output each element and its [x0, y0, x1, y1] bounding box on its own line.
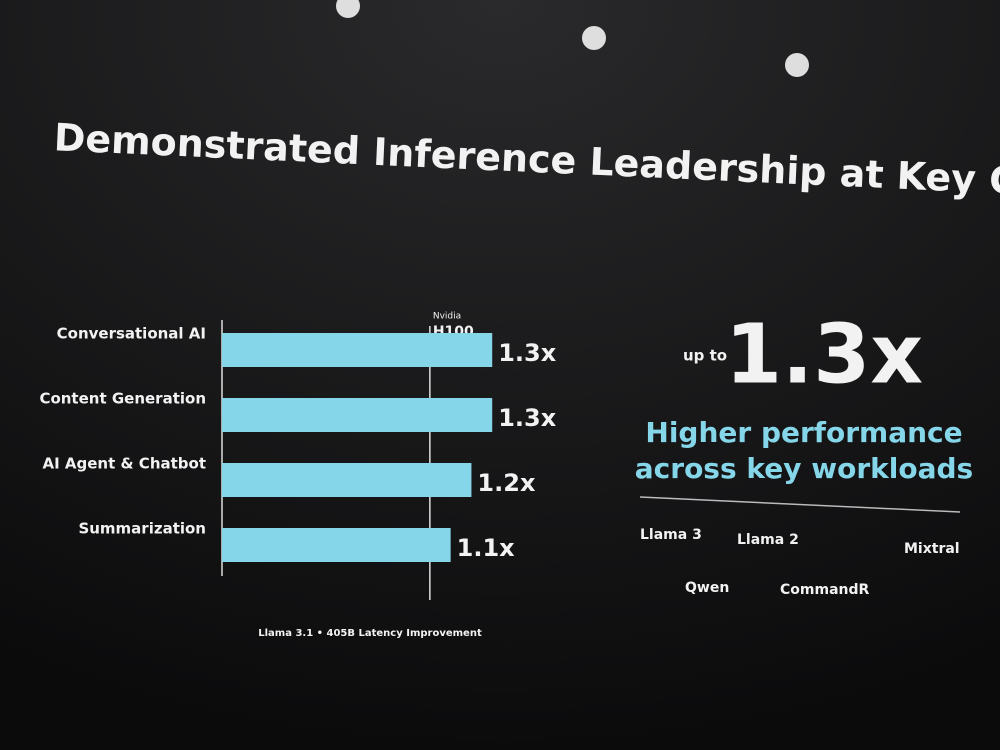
category-label: Conversational AI: [57, 325, 206, 343]
callout-figure: 1.3x: [725, 307, 923, 402]
value-label: 1.3x: [498, 404, 557, 432]
value-label: 1.2x: [477, 469, 536, 497]
footnote: Llama 3.1 • 405B Latency Improvement: [258, 628, 482, 639]
bar: [222, 463, 472, 497]
bar: [222, 528, 451, 562]
callout-line: across key workloads: [635, 452, 973, 485]
model-name: Llama 3: [640, 527, 702, 543]
divider: [639, 496, 961, 513]
reference-label: Nvidia: [433, 312, 461, 322]
callout-prefix: up to: [683, 347, 727, 365]
model-name: Mixtral: [904, 541, 960, 557]
stage-light: [582, 26, 606, 50]
callout: up to 1.3x Higher performance across key…: [635, 307, 973, 598]
category-label: Content Generation: [39, 390, 206, 408]
stage-light: [336, 0, 360, 18]
category-label: AI Agent & Chatbot: [43, 455, 207, 473]
value-label: 1.1x: [457, 534, 516, 562]
category-label: Summarization: [78, 520, 206, 538]
model-name: CommandR: [780, 582, 870, 598]
value-label: 1.3x: [498, 339, 557, 367]
model-name: Llama 2: [737, 532, 799, 548]
bar: [222, 398, 493, 432]
stage-light: [785, 53, 809, 77]
bar: [222, 333, 493, 367]
model-name: Qwen: [685, 580, 729, 596]
callout-line: Higher performance: [645, 416, 962, 449]
